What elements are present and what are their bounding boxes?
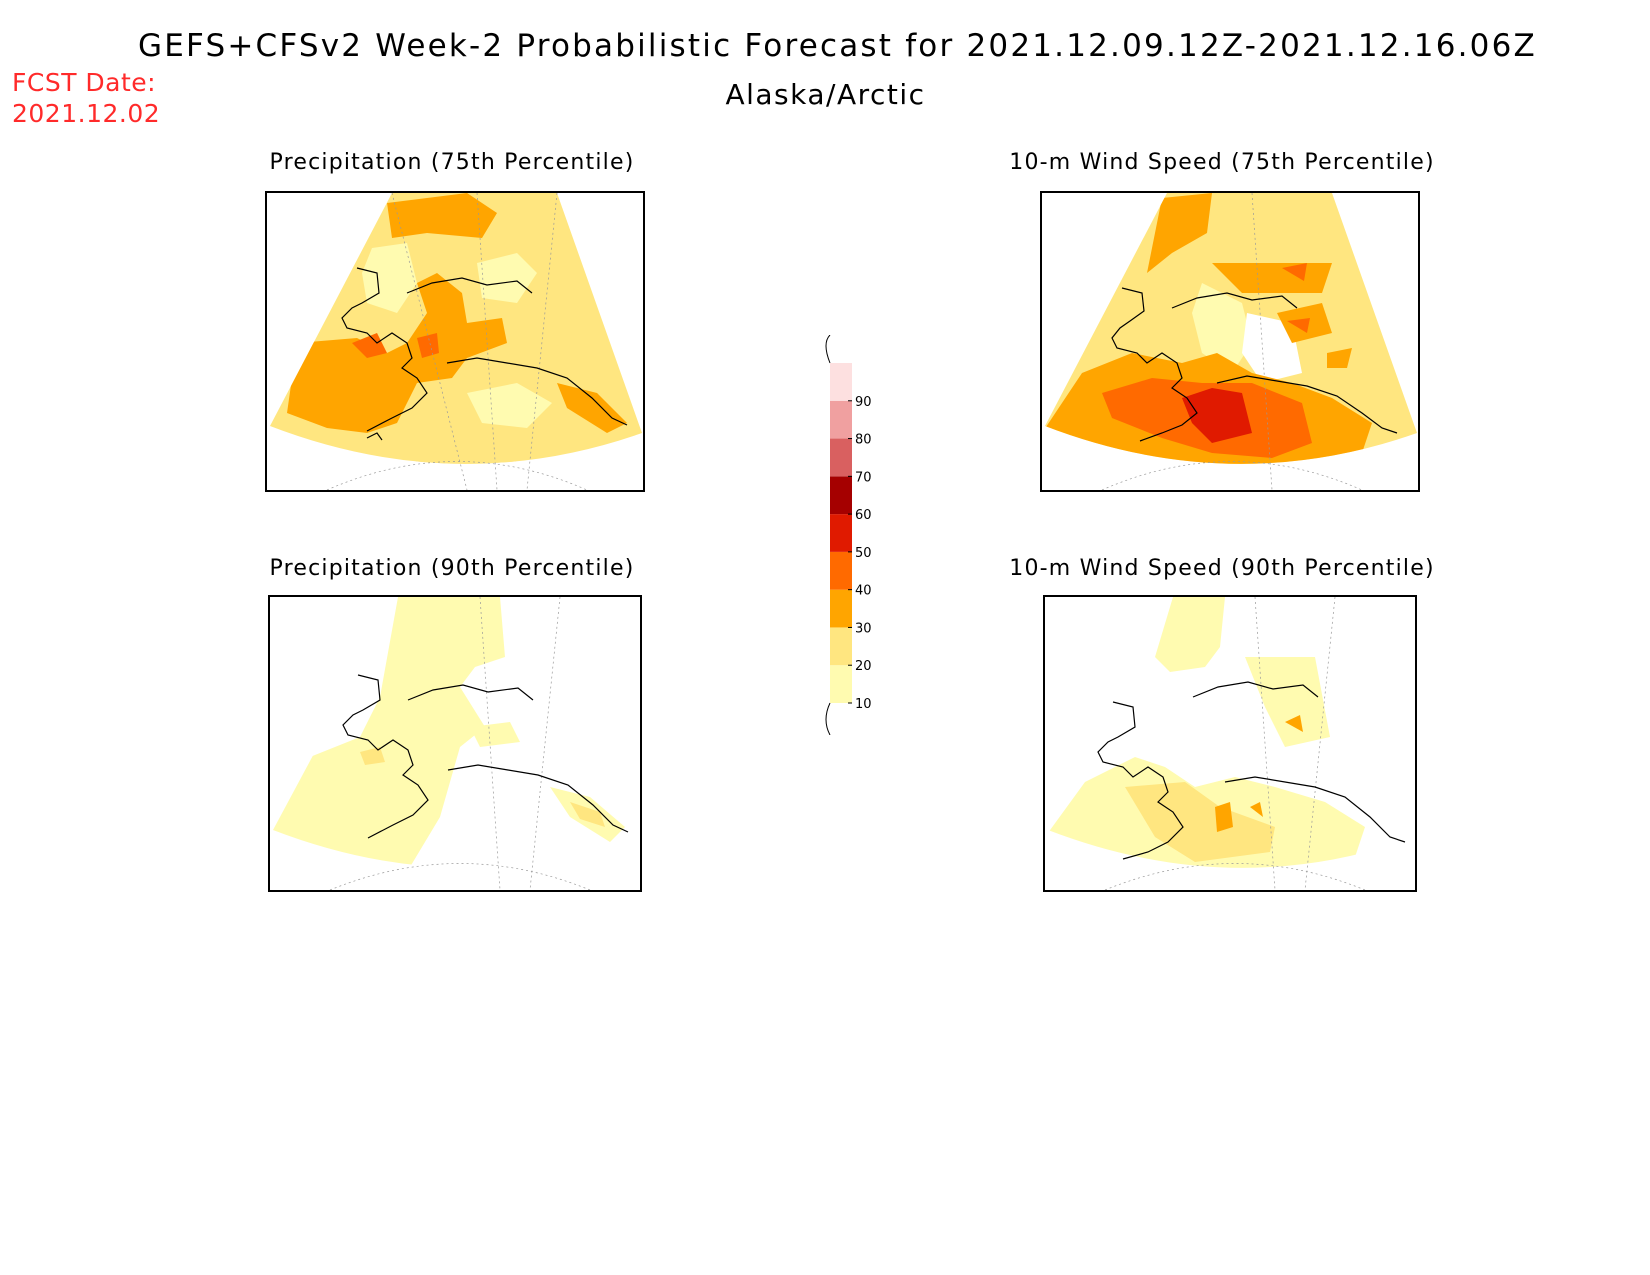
shade-30-east xyxy=(1285,715,1303,732)
shade-40-east xyxy=(1287,318,1310,333)
forecast-date-value: 2021.12.02 xyxy=(12,99,161,128)
map-precip-75 xyxy=(265,191,645,492)
panel-title-precip-90: Precipitation (90th Percentile) xyxy=(269,556,635,581)
shade-10-interior xyxy=(1192,283,1252,373)
legend-label-30: 30 xyxy=(855,621,872,636)
forecast-date-block: FCST Date: 2021.12.02 xyxy=(12,67,160,129)
legend-swatch-20 xyxy=(830,627,852,666)
shade-30-gulf-a xyxy=(1215,802,1233,832)
legend-label-50: 50 xyxy=(855,546,872,561)
shade-20-b xyxy=(570,802,605,827)
shade-10-east xyxy=(1245,657,1330,747)
legend-swatch-40 xyxy=(830,551,852,590)
shade-30-panhandle xyxy=(557,383,627,433)
forecast-date-label: FCST Date: xyxy=(12,68,157,97)
coastline xyxy=(342,674,629,839)
legend-swatch-70 xyxy=(830,438,852,477)
shade-10-central xyxy=(477,253,537,303)
shade-30-gulf-b xyxy=(1250,802,1263,817)
coastline xyxy=(341,267,628,441)
shade-30-west xyxy=(287,273,507,433)
region-label: Alaska/Arctic xyxy=(725,78,926,111)
legend-label-20: 20 xyxy=(855,659,872,674)
legend-label-10: 10 xyxy=(855,697,872,712)
shade-10-gulf xyxy=(467,383,552,428)
coastline xyxy=(1097,681,1406,860)
panel-title-precip-75: Precipitation (75th Percentile) xyxy=(269,150,635,175)
legend-swatch-30 xyxy=(830,589,852,628)
coastline xyxy=(1111,287,1398,442)
region-title: Alaska/Arctic xyxy=(0,78,1650,111)
shade-10-north xyxy=(1155,597,1225,672)
panel-title-wind-75: 10-m Wind Speed (75th Percentile) xyxy=(1009,150,1435,175)
legend-bottom-curve xyxy=(825,702,831,736)
legend-top-curve xyxy=(825,334,831,364)
shade-30-nw xyxy=(1147,193,1212,273)
legend-swatch-50 xyxy=(830,514,852,552)
legend-swatch-80 xyxy=(830,400,852,439)
legend-swatch-60 xyxy=(830,476,852,515)
shade-10-b xyxy=(470,722,520,747)
map-wind-75 xyxy=(1040,191,1420,492)
legend-label-80: 80 xyxy=(855,433,872,448)
shade-30-se xyxy=(1327,348,1352,368)
map-wind-90 xyxy=(1043,595,1417,892)
shade-40-a xyxy=(352,333,387,358)
legend-label-90: 90 xyxy=(855,395,872,410)
shade-20-gulf xyxy=(1125,782,1275,862)
shade-40-b xyxy=(417,333,439,358)
panel-title-wind-90: 10-m Wind Speed (90th Percentile) xyxy=(1009,556,1435,581)
legend-swatch-90 xyxy=(830,363,852,401)
map-precip-90 xyxy=(268,595,642,892)
shade-30-north xyxy=(387,193,497,238)
shade-40-north xyxy=(1282,263,1307,281)
shade-50-gulf xyxy=(1182,388,1252,443)
legend-label-40: 40 xyxy=(855,584,872,599)
page-title: GEFS+CFSv2 Week-2 Probabilistic Forecast… xyxy=(138,28,1537,64)
color-legend: 10 20 30 40 50 60 70 80 90 xyxy=(812,334,882,739)
legend-swatch-10 xyxy=(830,665,852,703)
legend-label-60: 60 xyxy=(855,508,872,523)
shade-20-south xyxy=(407,433,527,464)
shade-20-a xyxy=(360,747,385,765)
legend-label-70: 70 xyxy=(855,470,872,485)
